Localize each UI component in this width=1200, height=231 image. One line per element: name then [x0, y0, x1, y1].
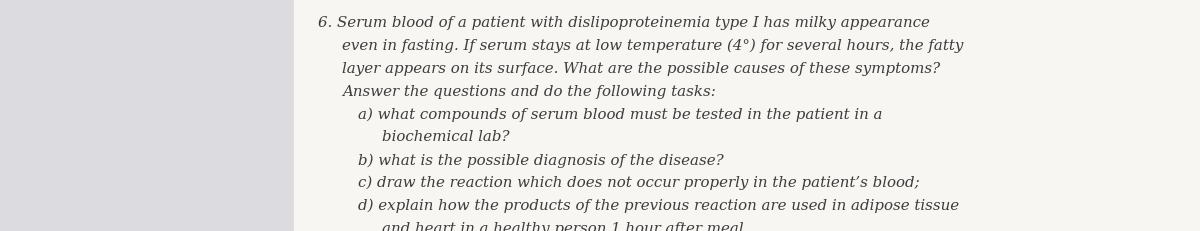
Bar [294, 0, 1200, 231]
Text: layer appears on its surface. What are the possible causes of these symptoms?: layer appears on its surface. What are t… [342, 62, 940, 76]
Text: c) draw the reaction which does not occur properly in the patient’s blood;: c) draw the reaction which does not occu… [358, 176, 919, 191]
Text: biochemical lab?: biochemical lab? [382, 130, 509, 144]
Text: a) what compounds of serum blood must be tested in the patient in a: a) what compounds of serum blood must be… [358, 108, 882, 122]
Text: even in fasting. If serum stays at low temperature (4°) for several hours, the f: even in fasting. If serum stays at low t… [342, 39, 964, 53]
Text: d) explain how the products of the previous reaction are used in adipose tissue: d) explain how the products of the previ… [358, 199, 959, 213]
Text: and heart in a healthy person 1 hour after meal.: and heart in a healthy person 1 hour aft… [382, 222, 748, 231]
Text: Answer the questions and do the following tasks:: Answer the questions and do the followin… [342, 85, 715, 99]
Bar [0, 0, 294, 231]
Text: 6. Serum blood of a patient with dislipoproteinemia type I has milky appearance: 6. Serum blood of a patient with dislipo… [318, 16, 930, 30]
Text: b) what is the possible diagnosis of the disease?: b) what is the possible diagnosis of the… [358, 153, 724, 168]
